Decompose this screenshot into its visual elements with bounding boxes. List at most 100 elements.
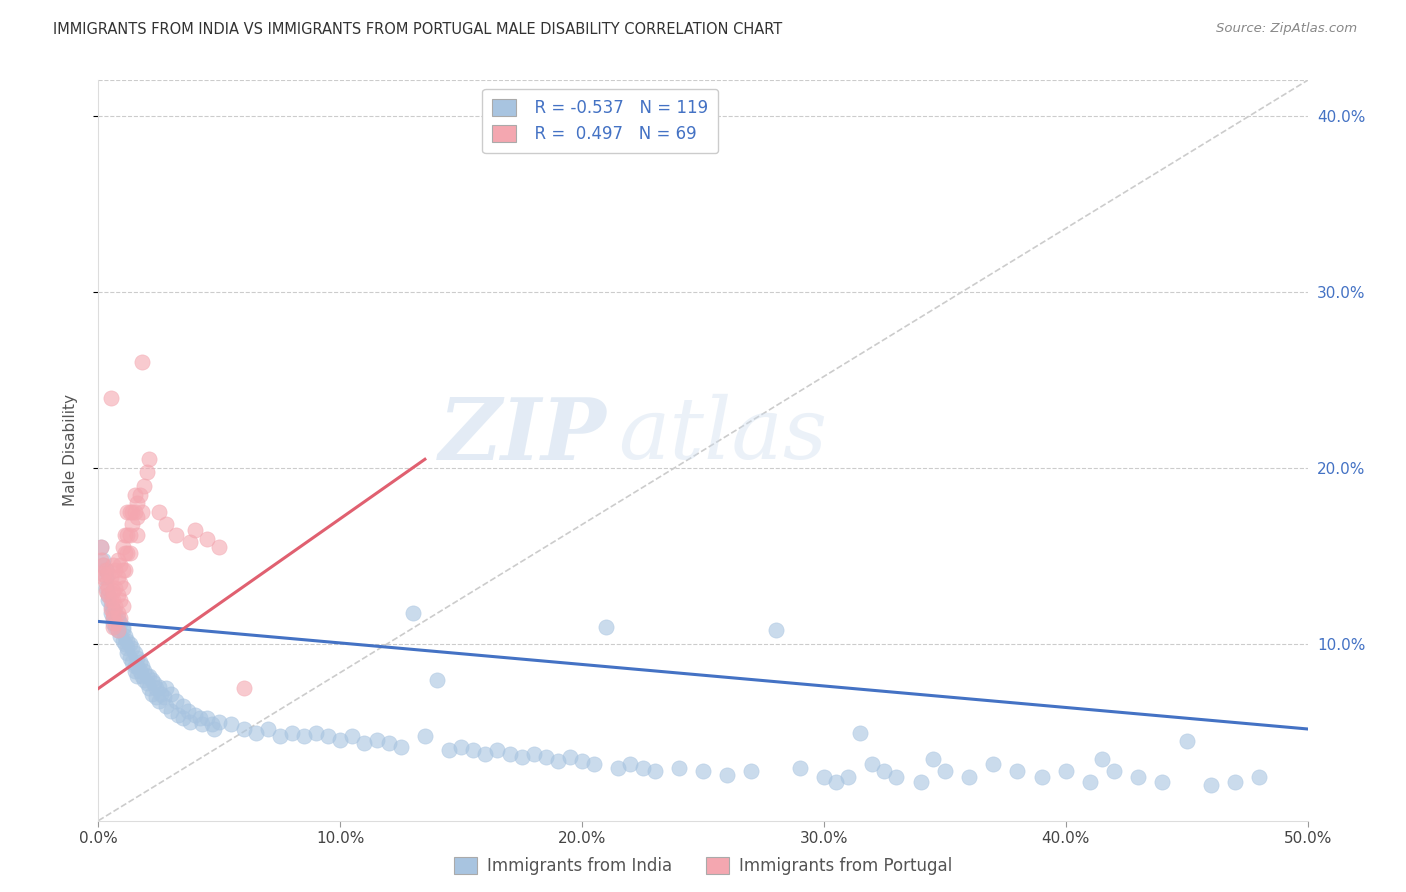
Point xyxy=(117,528,139,542)
Point xyxy=(1249,770,1271,784)
Point xyxy=(118,505,141,519)
Point xyxy=(101,620,124,634)
Point xyxy=(583,757,606,772)
Point xyxy=(765,624,787,638)
Point xyxy=(342,729,364,743)
Text: IMMIGRANTS FROM INDIA VS IMMIGRANTS FROM PORTUGAL MALE DISABILITY CORRELATION CH: IMMIGRANTS FROM INDIA VS IMMIGRANTS FROM… xyxy=(53,22,783,37)
Point xyxy=(114,563,136,577)
Point xyxy=(124,646,146,660)
Point xyxy=(1091,752,1114,766)
Point xyxy=(523,747,546,761)
Point xyxy=(305,725,328,739)
Point xyxy=(740,764,762,779)
Legend: Immigrants from India, Immigrants from Portugal: Immigrants from India, Immigrants from P… xyxy=(447,850,959,882)
Point xyxy=(117,640,139,655)
Point xyxy=(245,725,267,739)
Point xyxy=(97,581,120,595)
Point xyxy=(1078,775,1101,789)
Point xyxy=(165,694,187,708)
Point xyxy=(160,687,183,701)
Point xyxy=(100,391,122,405)
Point xyxy=(1031,770,1053,784)
Point xyxy=(91,558,114,572)
Text: Source: ZipAtlas.com: Source: ZipAtlas.com xyxy=(1216,22,1357,36)
Point xyxy=(118,546,141,560)
Point xyxy=(100,593,122,607)
Point xyxy=(101,616,124,631)
Point xyxy=(104,599,127,613)
Point xyxy=(329,732,352,747)
Point xyxy=(104,563,127,577)
Point xyxy=(143,676,166,690)
Point xyxy=(94,581,117,595)
Point xyxy=(135,669,157,683)
Point xyxy=(1152,775,1174,789)
Point xyxy=(118,528,141,542)
Point xyxy=(145,681,167,696)
Point xyxy=(860,757,883,772)
Point xyxy=(437,743,460,757)
Point xyxy=(177,704,200,718)
Point xyxy=(100,599,122,613)
Point xyxy=(377,736,399,750)
Point xyxy=(402,606,425,620)
Point xyxy=(138,452,160,467)
Point xyxy=(179,714,201,729)
Point xyxy=(160,704,183,718)
Point xyxy=(172,711,194,725)
Point xyxy=(127,510,149,524)
Point xyxy=(571,754,593,768)
Point xyxy=(155,517,177,532)
Point xyxy=(117,546,139,560)
Point xyxy=(1102,764,1125,779)
Point xyxy=(108,558,131,572)
Point xyxy=(167,707,190,722)
Point xyxy=(127,658,149,673)
Point xyxy=(910,775,932,789)
Point xyxy=(108,593,131,607)
Point xyxy=(121,505,143,519)
Point xyxy=(607,761,630,775)
Point xyxy=(111,541,134,555)
Point xyxy=(91,553,114,567)
Point xyxy=(114,628,136,642)
Y-axis label: Male Disability: Male Disability xyxy=(63,394,77,507)
Point xyxy=(595,620,617,634)
Point xyxy=(101,611,124,625)
Point xyxy=(426,673,449,687)
Point xyxy=(124,658,146,673)
Point xyxy=(121,640,143,655)
Point xyxy=(135,676,157,690)
Point xyxy=(1223,775,1246,789)
Point xyxy=(389,739,412,754)
Point xyxy=(450,739,472,754)
Point xyxy=(619,757,641,772)
Point xyxy=(94,563,117,577)
Point xyxy=(837,770,859,784)
Point xyxy=(292,729,315,743)
Point xyxy=(150,687,173,701)
Point xyxy=(131,669,153,683)
Point xyxy=(124,664,146,678)
Point xyxy=(789,761,811,775)
Point xyxy=(474,747,496,761)
Point xyxy=(165,528,187,542)
Point xyxy=(498,747,520,761)
Point xyxy=(124,487,146,501)
Point xyxy=(281,725,304,739)
Point xyxy=(91,566,114,581)
Point xyxy=(100,606,122,620)
Point xyxy=(463,743,485,757)
Point xyxy=(104,606,127,620)
Point xyxy=(114,546,136,560)
Point xyxy=(101,593,124,607)
Point xyxy=(107,588,129,602)
Point xyxy=(668,761,690,775)
Point xyxy=(148,694,170,708)
Point xyxy=(124,505,146,519)
Point xyxy=(118,637,141,651)
Point xyxy=(134,664,156,678)
Point xyxy=(111,620,134,634)
Point xyxy=(825,775,848,789)
Point xyxy=(256,722,278,736)
